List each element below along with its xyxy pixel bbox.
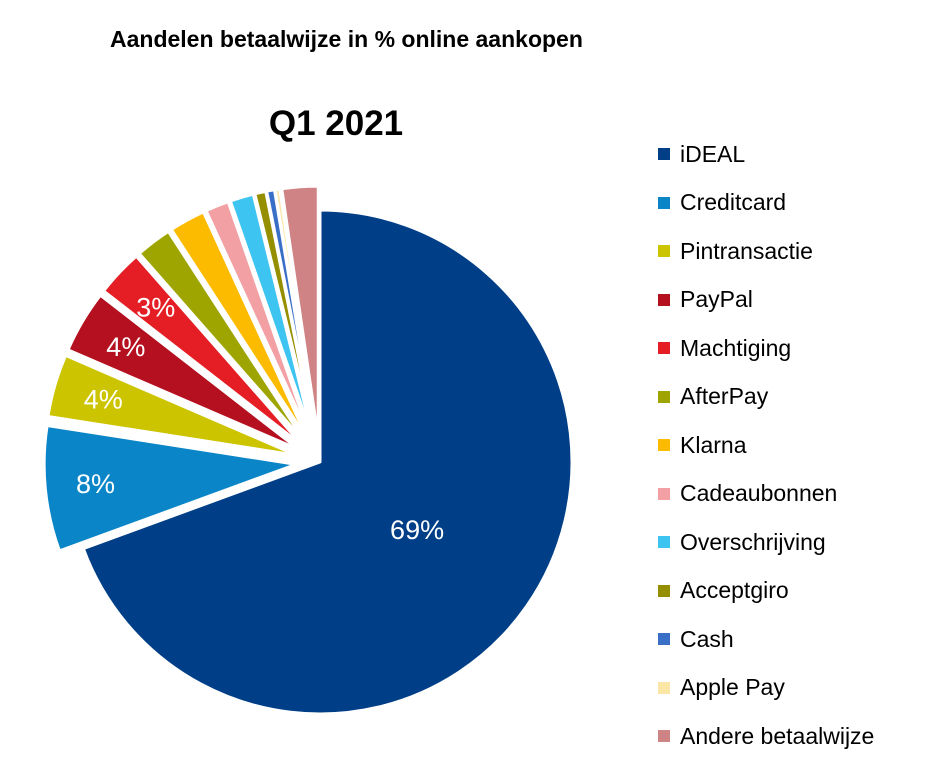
legend-swatch (658, 439, 670, 452)
legend-swatch (658, 342, 670, 355)
legend-swatch (658, 293, 670, 306)
legend-label: Cash (680, 625, 734, 652)
legend-item-andere-betaalwijze: Andere betaalwijze (658, 712, 874, 761)
pie-slice-overschrijving (228, 192, 315, 441)
pie-slice-afterpay (137, 229, 308, 445)
pie-slice-ideal (81, 208, 574, 716)
legend-swatch (658, 390, 670, 403)
legend-item-cadeaubonnen: Cadeaubonnen (658, 470, 874, 519)
legend-item-afterpay: AfterPay (658, 373, 874, 422)
legend-item-acceptgiro: Acceptgiro (658, 567, 874, 616)
legend-label: Overschrijving (680, 528, 826, 555)
legend-item-machtiging: Machtiging (658, 324, 874, 373)
data-label-paypal: 4% (106, 332, 145, 362)
pie-slice-machtiging (102, 254, 305, 448)
pie-slice-andere-betaalwijze (280, 184, 320, 440)
legend-item-klarna: Klarna (658, 421, 874, 470)
pie-slice-klarna (169, 210, 310, 443)
legend-label: Creditcard (680, 189, 787, 216)
legend-label: Andere betaalwijze (680, 722, 875, 749)
legend-swatch (658, 584, 670, 597)
legend-label: Cadeaubonnen (680, 480, 838, 507)
legend-item-paypal: PayPal (658, 276, 874, 325)
legend-item-apple-pay: Apple Pay (658, 664, 874, 713)
data-label-pintransactie: 4% (84, 384, 123, 414)
legend-item-ideal: iDEAL (658, 130, 874, 179)
legend-item-creditcard: Creditcard (658, 179, 874, 228)
pie-slice-paypal (66, 293, 301, 452)
legend-swatch (658, 196, 670, 209)
pie-slice-pintransactie (46, 353, 299, 457)
legend-label: Pintransactie (680, 237, 813, 264)
legend-label: Acceptgiro (680, 577, 789, 604)
legend-label: Klarna (680, 431, 747, 458)
legend-swatch (658, 148, 670, 161)
legend-swatch (658, 536, 670, 549)
data-label-machtiging: 3% (136, 292, 175, 322)
chart-title: Aandelen betaalwijze in % online aankope… (110, 26, 583, 52)
chart-subtitle: Q1 2021 (268, 104, 404, 143)
legend-item-pintransactie: Pintransactie (658, 227, 874, 276)
legend-item-overschrijving: Overschrijving (658, 518, 874, 567)
data-label-ideal: 69% (390, 515, 444, 545)
legend-swatch (658, 681, 670, 694)
legend-swatch (658, 487, 670, 500)
legend-label: Apple Pay (680, 674, 785, 701)
legend-label: iDEAL (680, 140, 746, 167)
legend-swatch (658, 730, 670, 743)
legend: iDEAL Creditcard Pintransactie PayPal Machti… (658, 130, 874, 761)
legend-label: AfterPay (680, 383, 769, 410)
legend-label: PayPal (680, 286, 753, 313)
pie-slice-creditcard (42, 423, 298, 553)
legend-label: Machtiging (680, 334, 792, 361)
pie-slice-cadeaubonnen (204, 200, 313, 442)
pie-slice-apple-pay (273, 187, 318, 440)
legend-item-cash: Cash (658, 615, 874, 664)
legend-swatch (658, 633, 670, 646)
data-label-creditcard: 8% (76, 469, 115, 499)
legend-swatch (658, 245, 670, 258)
